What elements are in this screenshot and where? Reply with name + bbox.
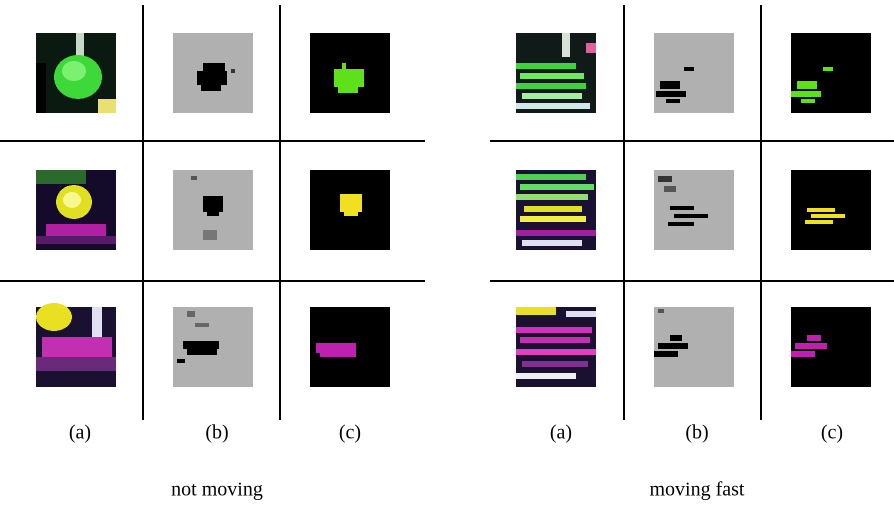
column-label: (b) [685,422,708,444]
image-c-1 [310,33,390,113]
column-label: (a) [69,422,91,444]
image-c-2 [310,170,390,250]
image-c-4 [791,33,871,113]
image-a-3 [36,303,116,387]
column-label: (b) [205,422,228,444]
image-b-1 [173,33,253,113]
image-a-2 [36,170,116,250]
image-a-6 [516,307,596,387]
image-b-4 [654,33,734,113]
image-a-1 [36,33,116,113]
image-b-3 [173,307,253,387]
image-b-2 [173,170,253,250]
image-b-5 [654,170,734,250]
panel-caption: moving fast [650,479,745,501]
column-label: (c) [821,422,843,444]
column-label: (c) [339,422,361,444]
panel-caption: not moving [171,479,263,501]
image-c-3 [310,307,390,387]
column-label: (a) [550,422,572,444]
image-c-5 [791,170,871,250]
figure: (a) (b) (c) (a) (b) (c) not moving movin… [0,0,894,506]
image-a-5 [516,170,596,250]
image-b-6 [654,307,734,387]
image-a-4 [516,33,596,113]
image-c-6 [791,307,871,387]
